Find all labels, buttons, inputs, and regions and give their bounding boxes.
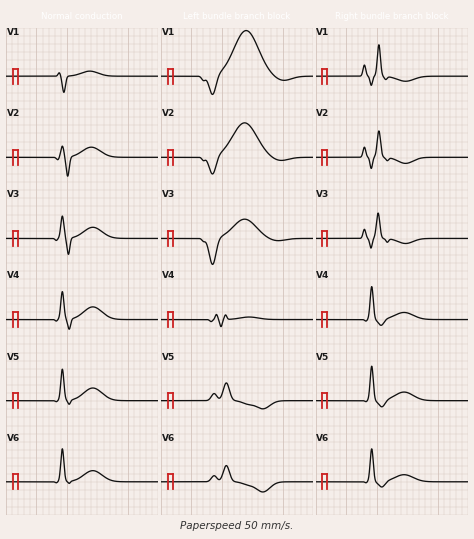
Text: V6: V6 (7, 433, 20, 443)
Text: V1: V1 (162, 28, 175, 37)
Text: V2: V2 (7, 109, 20, 118)
Text: V5: V5 (316, 353, 329, 362)
Text: V3: V3 (7, 190, 20, 199)
Text: V4: V4 (7, 272, 20, 280)
Text: V6: V6 (316, 433, 329, 443)
Text: V5: V5 (7, 353, 20, 362)
Text: V3: V3 (162, 190, 175, 199)
Text: V2: V2 (162, 109, 175, 118)
Text: V1: V1 (7, 28, 20, 37)
Text: Left bundle branch block: Left bundle branch block (183, 12, 291, 20)
Text: Right bundle branch block: Right bundle branch block (335, 12, 449, 20)
Text: Paperspeed 50 mm/s.: Paperspeed 50 mm/s. (180, 521, 294, 531)
Text: V6: V6 (162, 433, 175, 443)
Text: Normal conduction: Normal conduction (41, 12, 122, 20)
Text: V3: V3 (316, 190, 329, 199)
Text: V4: V4 (316, 272, 330, 280)
Text: V2: V2 (316, 109, 329, 118)
Text: V5: V5 (162, 353, 175, 362)
Text: V1: V1 (316, 28, 329, 37)
Text: V4: V4 (162, 272, 175, 280)
